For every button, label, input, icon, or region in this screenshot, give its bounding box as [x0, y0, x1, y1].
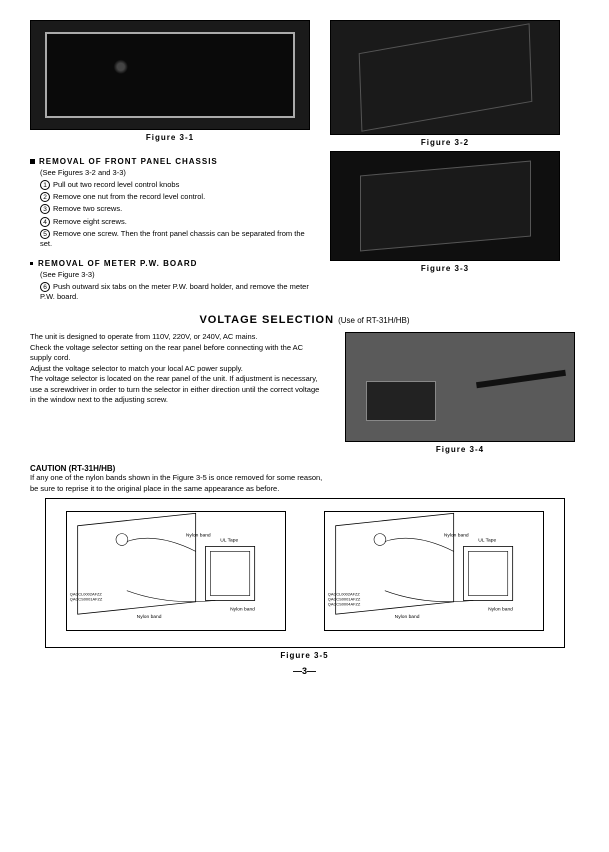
removal-meter-see: (See Figure 3-3) [30, 270, 310, 280]
voltage-p2: Check the voltage selector setting on th… [30, 343, 325, 364]
figure-3-3-block: Figure 3-3 [330, 151, 560, 304]
voltage-text: The unit is designed to operate from 110… [30, 332, 325, 454]
svg-text:Nylon band: Nylon band [443, 533, 468, 539]
figure-3-2-photo [330, 20, 560, 135]
removal-meter-title: REMOVAL OF METER P.W. BOARD [30, 259, 310, 268]
svg-text:Nylon band: Nylon band [394, 614, 419, 620]
figure-3-3-caption: Figure 3-3 [330, 264, 560, 273]
bullet-icon [30, 159, 35, 164]
figure-3-1-photo [30, 20, 310, 130]
step-3-icon: 3 [40, 204, 50, 214]
iso-impression [358, 23, 532, 132]
caution-heading: CAUTION (RT-31H/HB) [30, 464, 579, 473]
right-figure-stack: Figure 3-2 [330, 20, 560, 147]
voltage-p3: Adjust the voltage selector to match you… [30, 364, 325, 375]
removal-meter-step: 6Push outward six tabs on the meter P.W.… [30, 282, 310, 302]
step-2-text: Remove one nut from the record level con… [53, 192, 205, 201]
removal-front-title: REMOVAL OF FRONT PANEL CHASSIS [30, 157, 310, 166]
svg-text:Nylon band: Nylon band [136, 614, 161, 620]
diagram-right-svg: UL Tape Nylon band Nylon band Nylon band… [325, 512, 543, 630]
figure-3-1-block: Figure 3-1 [30, 20, 310, 147]
page-number: —3— [30, 666, 579, 676]
step-5-text: Remove one screw. Then the front panel c… [40, 229, 305, 248]
svg-text:Nylon band: Nylon band [185, 533, 210, 539]
voltage-heading-main: VOLTAGE SELECTION [199, 314, 334, 326]
voltage-heading: VOLTAGE SELECTION (Use of RT-31H/HB) [30, 314, 579, 326]
pcb-impression [45, 32, 295, 118]
figure-3-4-photo [345, 332, 575, 442]
removal-text-column: REMOVAL OF FRONT PANEL CHASSIS (See Figu… [30, 151, 310, 304]
figure-3-4-caption: Figure 3-4 [345, 445, 575, 454]
figure-3-5-diagram: UL Tape Nylon band Nylon band Nylon band… [45, 498, 565, 648]
svg-text:UL Tape: UL Tape [478, 538, 496, 544]
voltage-heading-suffix: (Use of RT-31H/HB) [338, 316, 409, 325]
svg-text:UL Tape: UL Tape [220, 538, 238, 544]
removal-meter-title-text: REMOVAL OF METER P.W. BOARD [38, 259, 197, 268]
figure-3-4-block: Figure 3-4 [345, 332, 575, 454]
caution-text: If any one of the nylon bands shown in t… [30, 473, 330, 494]
iso-impression-2 [360, 161, 531, 252]
step-5-icon: 5 [40, 229, 50, 239]
removal-front-step-2: 2Remove one nut from the record level co… [30, 192, 310, 202]
voltage-p1: The unit is designed to operate from 110… [30, 332, 325, 343]
step-4-text: Remove eight screws. [53, 217, 127, 226]
removal-front-step-1: 1Pull out two record level control knobs [30, 180, 310, 190]
voltage-row: The unit is designed to operate from 110… [30, 332, 579, 454]
svg-text:QACCS0004AFZZ: QACCS0004AFZZ [327, 602, 360, 607]
step-6-text: Push outward six tabs on the meter P.W. … [40, 282, 309, 301]
top-figure-row: Figure 3-1 Figure 3-2 [30, 20, 579, 147]
step-1-text: Pull out two record level control knobs [53, 180, 179, 189]
figure-3-1-caption: Figure 3-1 [30, 133, 310, 142]
diagram-left: UL Tape Nylon band Nylon band Nylon band… [66, 511, 286, 631]
voltage-p4: The voltage selector is located on the r… [30, 374, 325, 406]
label-plate [366, 381, 436, 421]
removal-front-title-text: REMOVAL OF FRONT PANEL CHASSIS [39, 157, 218, 166]
diagram-right: UL Tape Nylon band Nylon band Nylon band… [324, 511, 544, 631]
removal-front-step-5: 5Remove one screw. Then the front panel … [30, 229, 310, 249]
figure-3-2-caption: Figure 3-2 [330, 138, 560, 147]
svg-text:Nylon band: Nylon band [488, 607, 513, 613]
removal-front-see: (See Figures 3-2 and 3-3) [30, 168, 310, 178]
mid-row: REMOVAL OF FRONT PANEL CHASSIS (See Figu… [30, 151, 579, 304]
figure-3-5-caption: Figure 3-5 [30, 651, 579, 660]
svg-text:QACCS0001AFZZ: QACCS0001AFZZ [69, 597, 102, 602]
step-3-text: Remove two screws. [53, 204, 122, 213]
removal-front-step-3: 3Remove two screws. [30, 204, 310, 214]
svg-text:Nylon band: Nylon band [230, 607, 255, 613]
small-bullet-icon [30, 262, 33, 265]
step-1-icon: 1 [40, 180, 50, 190]
screwdriver-impression [476, 370, 566, 388]
diagram-left-svg: UL Tape Nylon band Nylon band Nylon band… [67, 512, 285, 630]
step-6-icon: 6 [40, 282, 50, 292]
step-2-icon: 2 [40, 192, 50, 202]
removal-front-step-4: 4Remove eight screws. [30, 217, 310, 227]
figure-3-3-photo [330, 151, 560, 261]
step-4-icon: 4 [40, 217, 50, 227]
